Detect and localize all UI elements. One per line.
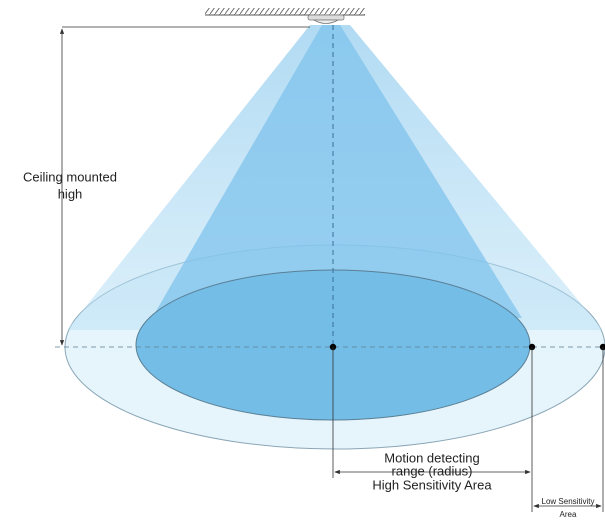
- height-dimension: [59, 26, 310, 346]
- range-label: High Sensitivity Area: [372, 477, 492, 492]
- low-edge-point: [599, 343, 605, 351]
- range-label: range (radius): [392, 463, 473, 478]
- height-label: Ceiling mounted: [23, 169, 117, 184]
- low-sensitivity-label: Low Sensitivity: [542, 497, 595, 506]
- low-sensitivity-label: Area: [560, 510, 577, 519]
- range-dimension: [332, 347, 604, 512]
- range-label: Motion detecting: [384, 450, 479, 465]
- ceiling: [205, 8, 365, 16]
- inner-cone: [152, 25, 522, 318]
- height-label: high: [58, 186, 83, 201]
- sensor: [307, 14, 345, 24]
